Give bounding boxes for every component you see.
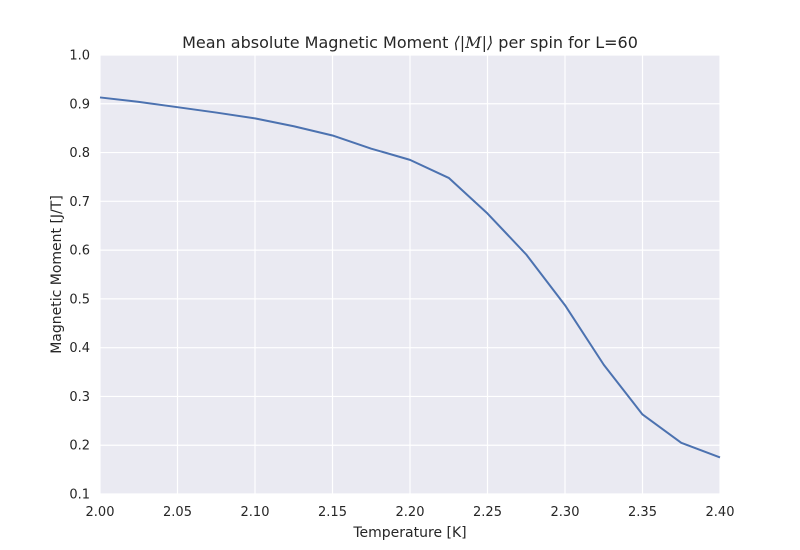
y-grid-lines [100, 54, 720, 495]
y-tick-label: 0.9 [69, 97, 90, 112]
y-tick-label: 0.4 [69, 341, 90, 356]
x-tick-labels: 2.00 2.05 2.10 2.15 2.20 2.25 2.30 2.35 2.40 [86, 505, 735, 520]
x-tick-label: 2.10 [241, 505, 270, 520]
x-tick-label: 2.15 [318, 505, 347, 520]
title-suffix: per spin for L=60 [493, 33, 638, 52]
y-tick-labels: 0.1 0.2 0.3 0.4 0.5 0.6 0.7 0.8 0.9 1.0 [69, 49, 90, 503]
x-tick-label: 2.25 [473, 505, 502, 520]
y-axis-label: Magnetic Moment [J/T] [49, 195, 65, 354]
x-tick-label: 2.00 [86, 505, 115, 520]
y-tick-label: 0.7 [69, 195, 90, 210]
y-tick-label: 0.6 [69, 244, 90, 259]
x-grid-lines [99, 55, 721, 494]
title-prefix: Mean absolute Magnetic Moment [182, 33, 453, 52]
x-tick-label: 2.20 [396, 505, 425, 520]
x-tick-label: 2.05 [163, 505, 192, 520]
x-tick-label: 2.30 [551, 505, 580, 520]
x-axis-label: Temperature [K] [352, 525, 466, 541]
y-tick-label: 0.1 [69, 488, 90, 503]
x-tick-label: 2.40 [706, 505, 735, 520]
series-line [99, 96, 721, 459]
y-tick-label: 0.2 [69, 439, 90, 454]
y-tick-label: 1.0 [69, 49, 90, 64]
x-tick-label: 2.35 [628, 505, 657, 520]
y-tick-label: 0.5 [69, 292, 90, 307]
chart-title: Mean absolute Magnetic Moment ⟨|M|⟩ per … [182, 33, 638, 52]
y-tick-label: 0.3 [69, 390, 90, 405]
title-math: ⟨|M|⟩ [454, 33, 494, 52]
y-tick-label: 0.8 [69, 146, 90, 161]
